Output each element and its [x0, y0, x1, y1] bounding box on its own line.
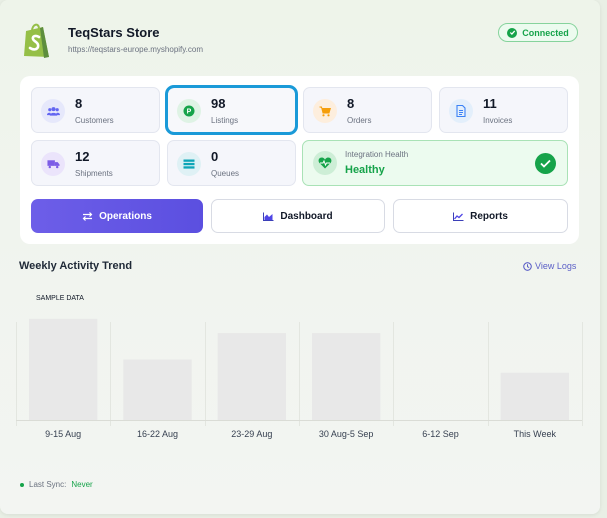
last-sync-status: Last Sync: Never — [20, 480, 93, 489]
reports-button[interactable]: Reports — [393, 199, 568, 233]
stat-label: Customers — [75, 116, 114, 125]
check-circle-icon — [507, 27, 518, 38]
last-sync-label: Last Sync: — [29, 480, 67, 489]
stat-value: 12 — [75, 149, 90, 164]
stat-value: 98 — [211, 96, 226, 111]
listings-icon: P — [177, 99, 201, 123]
swap-icon — [82, 211, 93, 221]
x-tick-label: 6-12 Sep — [422, 429, 459, 439]
x-tick-label: 9-15 Aug — [45, 429, 81, 439]
heart-pulse-icon — [313, 151, 337, 175]
line-chart-icon — [453, 212, 464, 221]
shopify-logo-icon — [24, 23, 49, 58]
dashboard-button[interactable]: Dashboard — [211, 199, 385, 233]
stat-orders[interactable]: 8 Orders — [303, 87, 432, 133]
sample-data-label: SAMPLE DATA — [36, 295, 84, 302]
clock-icon — [523, 261, 532, 271]
operations-button-label: Operations — [99, 210, 152, 222]
stat-label: Queues — [211, 169, 240, 178]
svg-text:P: P — [187, 109, 192, 116]
store-name: TeqStars Store — [68, 25, 160, 40]
health-title: Integration Health — [345, 150, 409, 159]
chart-bar — [217, 333, 286, 420]
dashboard-button-label: Dashboard — [280, 210, 333, 222]
store-url: https://teqstars-europe.myshopify.com — [68, 45, 204, 54]
view-logs-label: View Logs — [535, 261, 577, 271]
x-tick-label: 30 Aug-5 Sep — [319, 429, 374, 439]
stat-queues[interactable]: 0 Queues — [167, 140, 296, 186]
operations-button[interactable]: Operations — [31, 199, 203, 233]
trend-title: Weekly Activity Trend — [19, 260, 133, 272]
status-dot-icon — [20, 482, 24, 487]
x-tick-label: 16-22 Aug — [137, 429, 178, 439]
x-tick-label: This Week — [514, 429, 557, 439]
health-status: Healthy — [345, 164, 385, 176]
stat-listings[interactable]: P 98 Listings — [165, 85, 298, 135]
last-sync-value: Never — [71, 480, 93, 489]
reports-button-label: Reports — [470, 210, 508, 222]
invoice-icon — [449, 99, 473, 123]
stat-label: Orders — [347, 116, 372, 125]
stat-customers[interactable]: 8 Customers — [31, 87, 160, 133]
stat-label: Listings — [211, 116, 239, 125]
area-chart-icon — [263, 212, 274, 221]
chart-bar — [123, 359, 192, 420]
stat-value: 11 — [483, 96, 497, 111]
stat-value: 8 — [347, 96, 355, 111]
stat-value: 8 — [75, 96, 83, 111]
stat-shipments[interactable]: 12 Shipments — [31, 140, 160, 186]
stat-value: 0 — [211, 149, 219, 164]
chart-bar — [500, 372, 569, 420]
check-circle-icon — [535, 153, 556, 174]
integration-health-card[interactable]: Integration Health Healthy — [302, 140, 568, 186]
x-tick-label: 23-29 Aug — [231, 429, 272, 439]
truck-icon — [41, 152, 65, 176]
stat-label: Shipments — [75, 169, 113, 178]
queue-icon — [177, 152, 201, 176]
summary-card: 8 Customers P 98 Listings 8 Orders 11 In… — [20, 76, 579, 244]
weekly-activity-chart: 9-15 Aug 16-22 Aug 23-29 Aug 30 Aug-5 Sep 6-… — [16, 318, 583, 439]
connection-status-badge: Connected — [498, 23, 578, 42]
chart-bar — [29, 318, 98, 420]
customers-icon — [41, 99, 65, 123]
cart-icon — [313, 99, 337, 123]
stat-label: Invoices — [483, 116, 513, 125]
connection-status-label: Connected — [522, 27, 569, 38]
chart-bar — [312, 333, 381, 420]
view-logs-link[interactable]: View Logs — [523, 261, 576, 271]
stat-invoices[interactable]: 11 Invoices — [439, 87, 568, 133]
